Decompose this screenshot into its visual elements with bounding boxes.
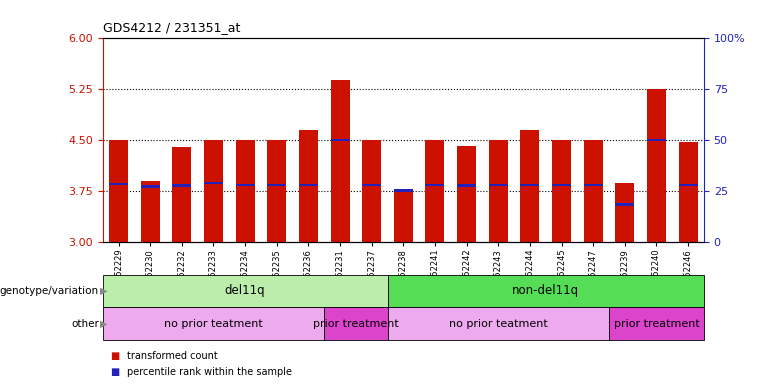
Bar bbox=[103, 275, 387, 307]
Bar bbox=[552, 140, 571, 242]
Text: genotype/variation: genotype/variation bbox=[0, 286, 99, 296]
Bar bbox=[236, 184, 255, 186]
Bar bbox=[141, 185, 160, 187]
Bar bbox=[204, 140, 223, 242]
Bar bbox=[647, 139, 666, 141]
Text: other: other bbox=[71, 318, 99, 329]
Bar bbox=[425, 184, 444, 186]
Bar bbox=[172, 147, 191, 242]
Bar bbox=[330, 139, 349, 141]
Bar bbox=[552, 184, 571, 186]
Text: non-del11q: non-del11q bbox=[512, 285, 579, 297]
Text: no prior teatment: no prior teatment bbox=[164, 318, 263, 329]
Bar bbox=[103, 307, 324, 340]
Text: ▶: ▶ bbox=[100, 318, 108, 329]
Text: ■: ■ bbox=[110, 351, 119, 361]
Bar bbox=[362, 140, 381, 242]
Bar bbox=[647, 89, 666, 242]
Bar bbox=[489, 140, 508, 242]
Bar bbox=[394, 191, 412, 242]
Bar bbox=[584, 184, 603, 186]
Bar bbox=[394, 189, 412, 192]
Text: GDS4212 / 231351_at: GDS4212 / 231351_at bbox=[103, 22, 240, 35]
Bar bbox=[236, 140, 255, 242]
Bar bbox=[141, 181, 160, 242]
Bar bbox=[267, 140, 286, 242]
Text: del11q: del11q bbox=[224, 285, 266, 297]
Bar bbox=[109, 140, 128, 242]
Text: ■: ■ bbox=[110, 367, 119, 377]
Bar bbox=[362, 184, 381, 186]
Bar bbox=[616, 183, 635, 242]
Bar bbox=[387, 307, 609, 340]
Bar bbox=[387, 275, 704, 307]
Bar bbox=[584, 140, 603, 242]
Bar bbox=[679, 142, 698, 242]
Text: transformed count: transformed count bbox=[127, 351, 218, 361]
Bar bbox=[616, 203, 635, 206]
Bar bbox=[267, 184, 286, 186]
Bar bbox=[609, 307, 704, 340]
Bar bbox=[521, 184, 540, 186]
Text: prior treatment: prior treatment bbox=[313, 318, 399, 329]
Bar bbox=[324, 307, 387, 340]
Bar bbox=[299, 130, 318, 242]
Bar bbox=[172, 184, 191, 187]
Bar bbox=[299, 184, 318, 186]
Bar bbox=[521, 130, 540, 242]
Bar bbox=[330, 81, 349, 242]
Bar bbox=[109, 183, 128, 185]
Bar bbox=[457, 184, 476, 187]
Bar bbox=[204, 182, 223, 184]
Text: no prior teatment: no prior teatment bbox=[449, 318, 548, 329]
Text: prior treatment: prior treatment bbox=[613, 318, 699, 329]
Text: percentile rank within the sample: percentile rank within the sample bbox=[127, 367, 292, 377]
Bar bbox=[679, 184, 698, 186]
Bar bbox=[457, 146, 476, 242]
Text: ▶: ▶ bbox=[100, 286, 108, 296]
Bar bbox=[489, 184, 508, 186]
Bar bbox=[425, 140, 444, 242]
